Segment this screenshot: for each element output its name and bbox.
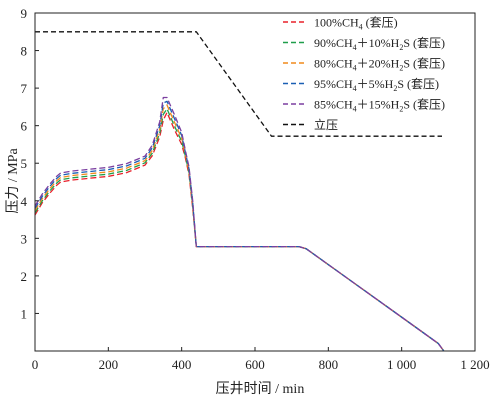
series-line-4 <box>34 100 445 352</box>
x-tick-label: 1 200 <box>460 357 489 372</box>
x-tick-label: 800 <box>319 357 339 372</box>
legend-label: 80%CH4＋20%H2S (套压) <box>314 57 445 73</box>
y-axis-title: 压力 / MPa <box>5 148 21 214</box>
y-tick-label: 8 <box>21 44 28 59</box>
y-tick-label: 3 <box>21 231 28 246</box>
legend-label: 90%CH4＋10%H2S (套压) <box>314 36 445 52</box>
series-line-3 <box>34 104 445 352</box>
y-tick-label: 7 <box>21 81 28 96</box>
series-lines <box>34 31 445 352</box>
y-tick-label: 4 <box>21 194 28 209</box>
y-tick-label: 6 <box>21 119 28 134</box>
x-tick-label: 400 <box>172 357 192 372</box>
legend-label: 95%CH4＋5%H2S (套压) <box>314 77 439 93</box>
x-tick-label: 1 000 <box>387 357 416 372</box>
x-tick-label: 600 <box>245 357 265 372</box>
series-line-6 <box>35 31 442 137</box>
series-line-5 <box>34 96 445 352</box>
y-tick-label: 5 <box>21 156 28 171</box>
y-tick-label: 9 <box>21 6 28 21</box>
legend-label: 85%CH4＋15%H2S (套压) <box>314 98 445 114</box>
x-axis-title: 压井时间 / min <box>216 381 305 397</box>
legend-label: 立压 <box>314 117 338 132</box>
legend: 100%CH4 (套压) 90%CH4＋10%H2S (套压) 80%CH4＋20%… <box>283 16 445 132</box>
axes: 0 200 400 600 800 1 000 1 200 1 2 3 4 5 6 7 8 9 <box>21 6 490 372</box>
series-line-1 <box>34 111 445 352</box>
legend-label: 100%CH4 (套压) <box>314 16 398 32</box>
y-tick-label: 2 <box>21 269 28 284</box>
x-tick-label: 200 <box>99 357 119 372</box>
x-tick-label: 0 <box>32 357 39 372</box>
series-line-2 <box>34 108 445 352</box>
y-tick-label: 1 <box>21 306 28 321</box>
